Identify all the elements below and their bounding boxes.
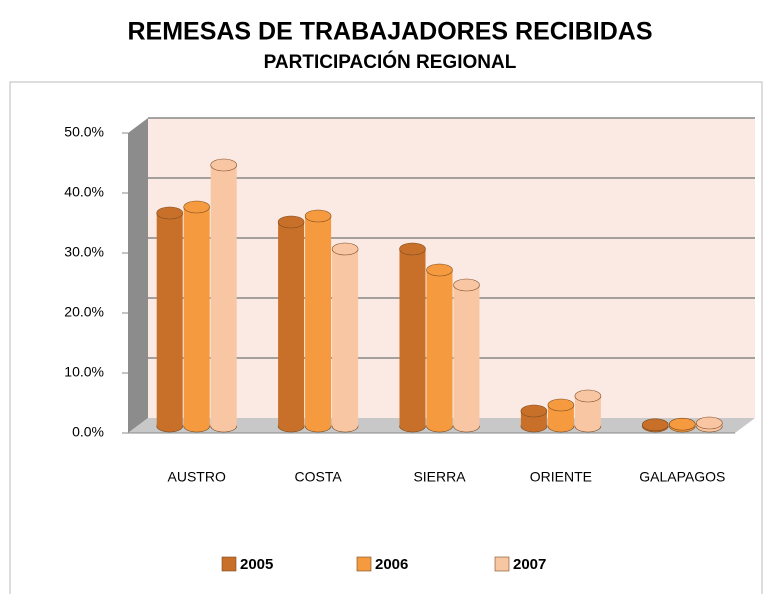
- bar-top: [641, 418, 669, 432]
- legend-swatch: [494, 556, 510, 572]
- bar-top: [156, 206, 183, 220]
- bar: [156, 213, 183, 426]
- bar: [183, 207, 210, 426]
- bar-top: [695, 416, 723, 430]
- x-tick-label: AUSTRO: [168, 469, 226, 485]
- x-tick-label: SIERRA: [413, 469, 466, 485]
- side-wall: [128, 118, 148, 433]
- bar-top: [183, 200, 210, 214]
- x-tick-label: ORIENTE: [530, 469, 592, 485]
- bar-top: [331, 242, 359, 256]
- bar-top: [453, 278, 480, 292]
- x-tick-label: GALAPAGOS: [639, 469, 725, 485]
- bar-top: [210, 158, 237, 172]
- bar-top: [399, 242, 426, 256]
- bar-top: [304, 209, 332, 223]
- bar: [453, 285, 480, 426]
- y-tick-label: 30.0%: [64, 244, 104, 260]
- x-tick-label: COSTA: [294, 469, 342, 485]
- legend-swatch: [221, 556, 237, 572]
- bar-top: [426, 263, 453, 277]
- legend-swatch: [356, 556, 372, 572]
- y-tick-label: 50.0%: [64, 124, 104, 140]
- chart-subtitle: PARTICIPACIÓN REGIONAL: [264, 51, 517, 73]
- bar: [399, 249, 426, 426]
- legend-label: 2005: [240, 556, 273, 573]
- y-tick-label: 10.0%: [64, 364, 104, 380]
- bar: [332, 249, 359, 426]
- bar-top: [574, 389, 602, 403]
- legend-label: 2007: [513, 556, 546, 573]
- bar-top: [277, 215, 305, 229]
- bar: [426, 270, 453, 426]
- bar-top: [547, 398, 575, 412]
- bar-top: [668, 417, 696, 431]
- y-tick-label: 40.0%: [64, 184, 104, 200]
- bar: [210, 165, 237, 426]
- bar: [305, 216, 332, 426]
- bar-top: [520, 404, 548, 418]
- chart-title: REMESAS DE TRABAJADORES RECIBIDAS: [127, 18, 652, 46]
- legend-label: 2006: [375, 556, 408, 573]
- y-tick-label: 0.0%: [72, 424, 104, 440]
- bar: [278, 222, 305, 426]
- y-tick-label: 20.0%: [64, 304, 104, 320]
